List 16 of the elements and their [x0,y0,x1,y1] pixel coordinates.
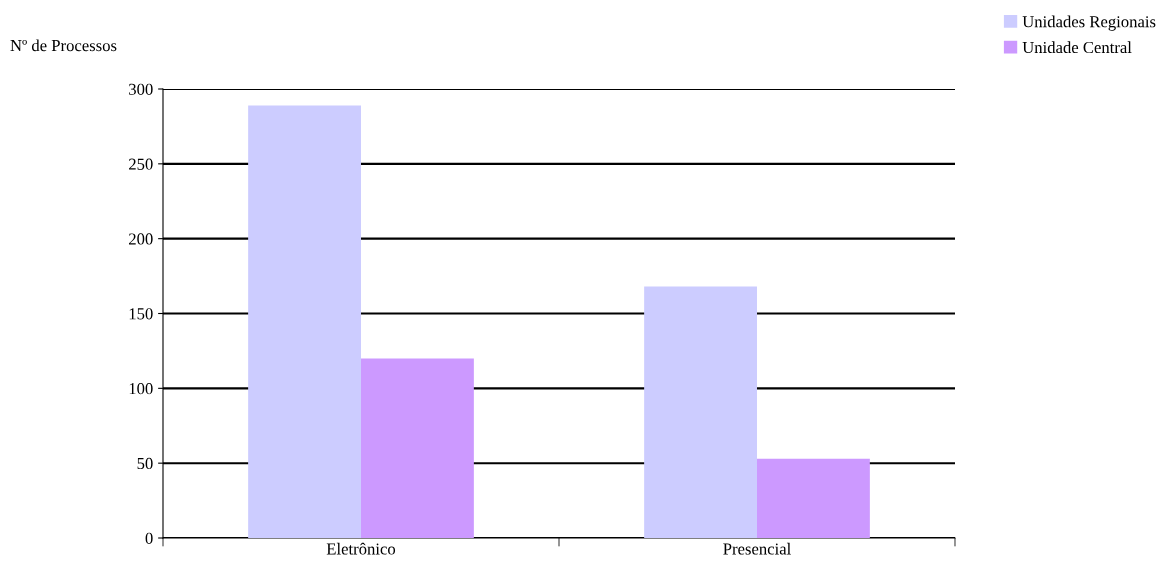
y-tick-label: 50 [137,457,153,470]
legend-label: Unidades Regionais [1022,15,1156,31]
x-tick-label: Presencial [723,542,791,555]
legend-label: Unidade Central [1022,41,1132,54]
y-tick-label: 200 [129,233,153,245]
bar [361,358,474,538]
y-tick-label: 0 [145,532,153,544]
y-tick-label: 300 [129,83,153,95]
y-tick-label: 100 [129,383,153,395]
y-axis-title: Nº de Processos [10,39,117,52]
bar [757,458,870,538]
y-tick-label: 150 [129,308,153,320]
bar [248,105,361,538]
y-tick-label: 250 [129,158,153,170]
bar [644,286,757,538]
x-tick-label: Eletrônico [326,542,396,555]
